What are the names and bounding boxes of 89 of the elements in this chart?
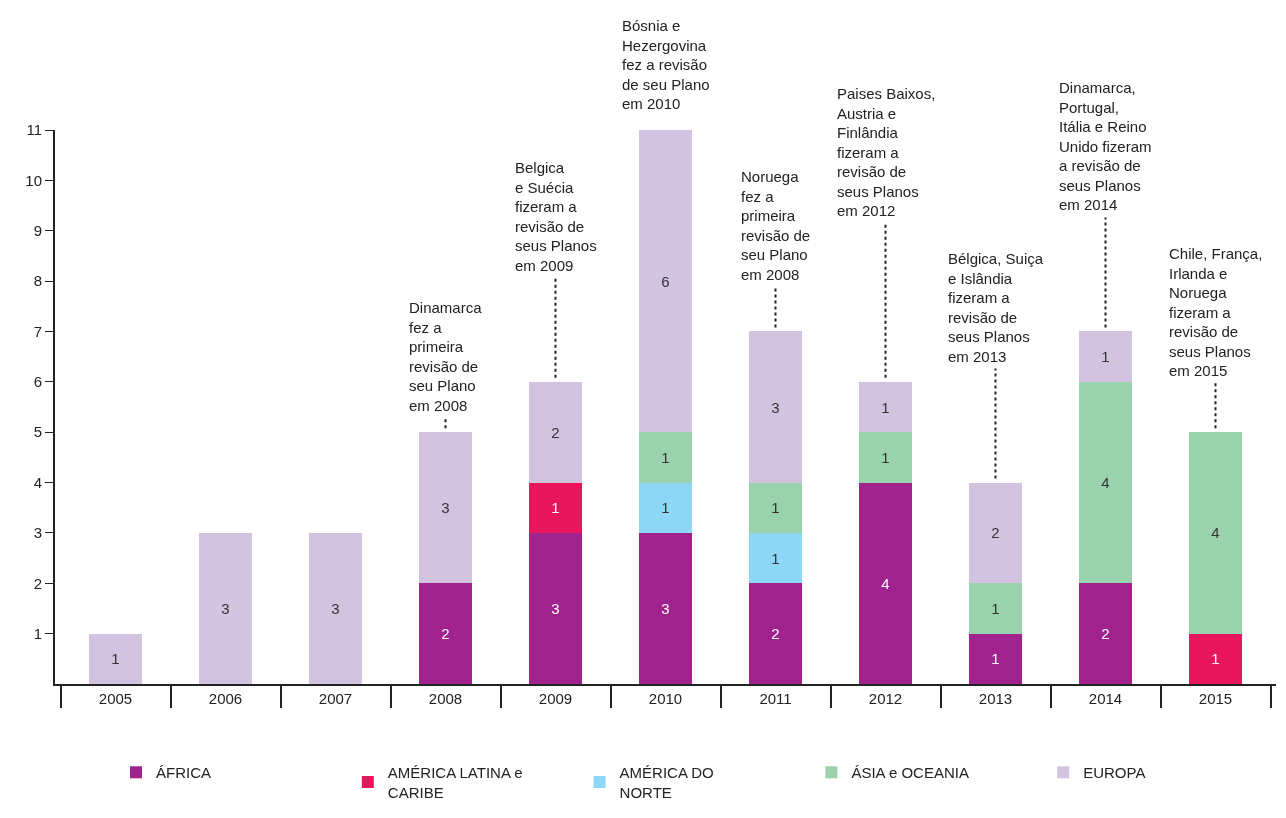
bar <box>529 381 582 483</box>
x-tick-label: 2010 <box>648 690 683 707</box>
data-label: 3 <box>441 499 450 517</box>
data-label: 3 <box>331 599 340 617</box>
bar <box>859 482 912 684</box>
bar <box>419 583 472 684</box>
bar <box>859 381 912 433</box>
annotation: Noruega fez a primeira revisão de seu Plano em 2008 <box>741 168 811 283</box>
annotation: Belgica e Suécia fizeram a revisão de seus Planos em 2009 <box>515 159 597 274</box>
bar <box>1079 381 1132 584</box>
bar <box>1189 432 1242 634</box>
x-tick-label: 2012 <box>868 690 903 707</box>
bar <box>639 532 692 684</box>
y-tick-label: 3 <box>33 524 42 542</box>
data-label: 1 <box>771 549 780 567</box>
annotation: Bélgica, Suiça e Islândia fizeram a revisão de seus Planos em 2013 <box>948 250 1044 365</box>
data-label: 1 <box>661 499 670 517</box>
bar <box>1189 633 1242 684</box>
data-label: 1 <box>111 650 120 668</box>
data-label: 1 <box>881 398 890 416</box>
y-tick-label: 7 <box>33 322 42 340</box>
legend-label: AMÉRICA LATINA e CARIBE <box>387 764 523 801</box>
x-tick-label: 2014 <box>1088 690 1123 707</box>
y-tick-label: 8 <box>33 272 42 290</box>
data-label: 6 <box>661 272 670 290</box>
data-label: 1 <box>1211 650 1220 668</box>
bar <box>749 482 802 533</box>
bar <box>859 432 912 483</box>
data-label: 3 <box>771 398 780 416</box>
data-label: 1 <box>1101 348 1110 366</box>
data-label: 3 <box>661 599 670 617</box>
data-label: 2 <box>1101 625 1110 643</box>
x-tick-label: 2005 <box>98 690 133 707</box>
bar <box>529 482 582 533</box>
data-label: 2 <box>991 524 1000 542</box>
bar <box>749 583 802 684</box>
x-tick-label: 2008 <box>428 690 463 707</box>
bar <box>199 532 252 684</box>
data-label: 4 <box>1211 524 1220 542</box>
annotation: Paises Baixos, Austria e Finlândia fizeram a revisão de seus Planos em 2012 <box>837 85 936 219</box>
bar <box>969 583 1022 634</box>
x-tick-label: 2009 <box>538 690 573 707</box>
x-tick-label: 2015 <box>1198 690 1233 707</box>
bar <box>419 432 472 584</box>
data-label: 3 <box>551 599 560 617</box>
bar <box>749 331 802 483</box>
data-label: 2 <box>771 625 780 643</box>
y-tick-label: 10 <box>25 171 42 189</box>
legend-label: ÁSIA e OCEANIA <box>851 764 969 782</box>
y-tick-label: 6 <box>33 373 42 391</box>
x-tick-label: 2011 <box>759 690 792 707</box>
annotation: Bósnia e Hezergovina fez a revisão de seu Plano em 2010 <box>622 17 710 112</box>
legend-label: AMÉRICA DO NORTE <box>619 764 714 801</box>
bar <box>529 532 582 684</box>
data-label: 1 <box>771 499 780 517</box>
data-label: 2 <box>551 423 560 441</box>
legend-label: EUROPA <box>1083 764 1146 782</box>
data-label: 4 <box>1101 474 1110 492</box>
annotation: Chile, França, Irlanda e Noruega fizeram a revisão de seus Planos em 2015 <box>1169 245 1263 379</box>
y-tick-label: 4 <box>33 473 42 491</box>
data-label: 1 <box>551 499 560 517</box>
bar <box>1079 331 1132 382</box>
bar <box>89 633 142 684</box>
y-tick-label: 9 <box>33 221 42 239</box>
bar <box>639 432 692 483</box>
bar <box>969 482 1022 584</box>
y-tick-label: 1 <box>33 624 42 642</box>
y-tick-label: 5 <box>33 423 42 441</box>
data-label: 1 <box>661 448 670 466</box>
data-label: 2 <box>441 625 450 643</box>
bar <box>309 532 362 684</box>
y-tick-label: 11 <box>26 121 42 139</box>
x-tick-label: 2006 <box>208 690 243 707</box>
bar <box>639 130 692 433</box>
data-label: 1 <box>881 448 890 466</box>
y-tick-label: 2 <box>33 574 42 592</box>
data-label: 1 <box>991 599 1000 617</box>
x-tick-label: 2007 <box>318 690 353 707</box>
legend-label: ÁFRICA <box>156 764 212 782</box>
data-label: 1 <box>991 650 1000 668</box>
bar <box>1079 583 1132 684</box>
data-label: 3 <box>221 599 230 617</box>
x-tick-label: 2013 <box>978 690 1013 707</box>
data-label: 4 <box>881 574 890 592</box>
annotation: Dinamarca, Portugal, Itália e Reino Unido fizeram a revisão de seus Planos em 2014 <box>1059 79 1152 213</box>
bar <box>639 482 692 533</box>
annotation: Dinamarca fez a primeira revisão de seu Plano em 2008 <box>409 299 483 414</box>
bar <box>969 633 1022 684</box>
bar <box>749 532 802 584</box>
